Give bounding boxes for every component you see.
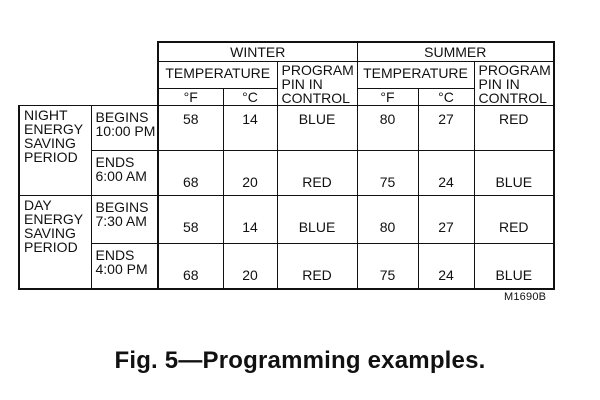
table-row: ENDS 4:00 PM 68 20 RED 75 24 BLUE	[19, 243, 555, 290]
winter-pin: BLUE	[276, 105, 358, 151]
period-time: BEGINS 10:00 PM	[90, 105, 159, 151]
period-time: ENDS 4:00 PM	[90, 243, 159, 290]
winter-pin: RED	[276, 243, 358, 290]
summer-f: 75	[356, 243, 419, 290]
winter-f: 58	[157, 195, 224, 244]
winter-c: 14	[222, 195, 278, 244]
winter-f: 68	[157, 243, 224, 290]
winter-pin: BLUE	[276, 195, 358, 244]
summer-pin: RED	[473, 195, 555, 244]
summer-pin: BLUE	[473, 150, 555, 196]
table-row: NIGHT ENERGY SAVING PERIOD BEGINS 10:00 PM 5…	[18, 105, 555, 196]
summer-f: 80	[356, 105, 419, 151]
unit-fahrenheit: °F	[157, 88, 224, 106]
summer-c: 24	[417, 150, 475, 196]
summer-c: 24	[417, 243, 475, 290]
period-label-night: NIGHT ENERGY SAVING PERIOD	[18, 105, 92, 196]
figure-code: M1690B	[504, 291, 547, 303]
period-time: BEGINS 7:30 AM	[90, 195, 159, 244]
winter-c: 20	[222, 150, 278, 196]
season-header-summer: SUMMER	[356, 41, 555, 62]
winter-f: 58	[157, 105, 224, 151]
winter-c: 20	[222, 243, 278, 290]
summer-pin: BLUE	[473, 243, 555, 290]
table-row: ENDS 6:00 AM 68 20 RED 75 24 BLUE	[19, 150, 555, 196]
period-time: ENDS 6:00 AM	[90, 150, 159, 196]
summer-f: 80	[356, 195, 419, 244]
season-header-winter: WINTER	[157, 41, 358, 62]
unit-fahrenheit: °F	[356, 88, 419, 106]
summer-f: 75	[356, 150, 419, 196]
table-row: DAY ENERGY SAVING PERIOD BEGINS 7:30 AM 58 1…	[18, 195, 555, 290]
summer-pin: RED	[473, 105, 555, 151]
figure-caption: Fig. 5—Programming examples.	[114, 347, 486, 374]
temperature-header: TEMPERATURE	[157, 61, 278, 89]
period-label-day: DAY ENERGY SAVING PERIOD	[18, 195, 92, 290]
winter-c: 14	[222, 105, 278, 151]
winter-f: 68	[157, 150, 224, 196]
unit-celsius: °C	[417, 88, 475, 106]
summer-c: 27	[417, 195, 475, 244]
winter-pin: RED	[276, 150, 358, 196]
pin-header: PROGRAM PIN IN CONTROL	[276, 61, 358, 106]
summer-c: 27	[417, 105, 475, 151]
unit-celsius: °C	[222, 88, 278, 106]
programming-table: WINTER SUMMER TEMPERATURE PROGRAM PIN IN C…	[18, 41, 555, 290]
pin-header: PROGRAM PIN IN CONTROL	[473, 61, 555, 106]
temperature-header: TEMPERATURE	[356, 61, 475, 89]
